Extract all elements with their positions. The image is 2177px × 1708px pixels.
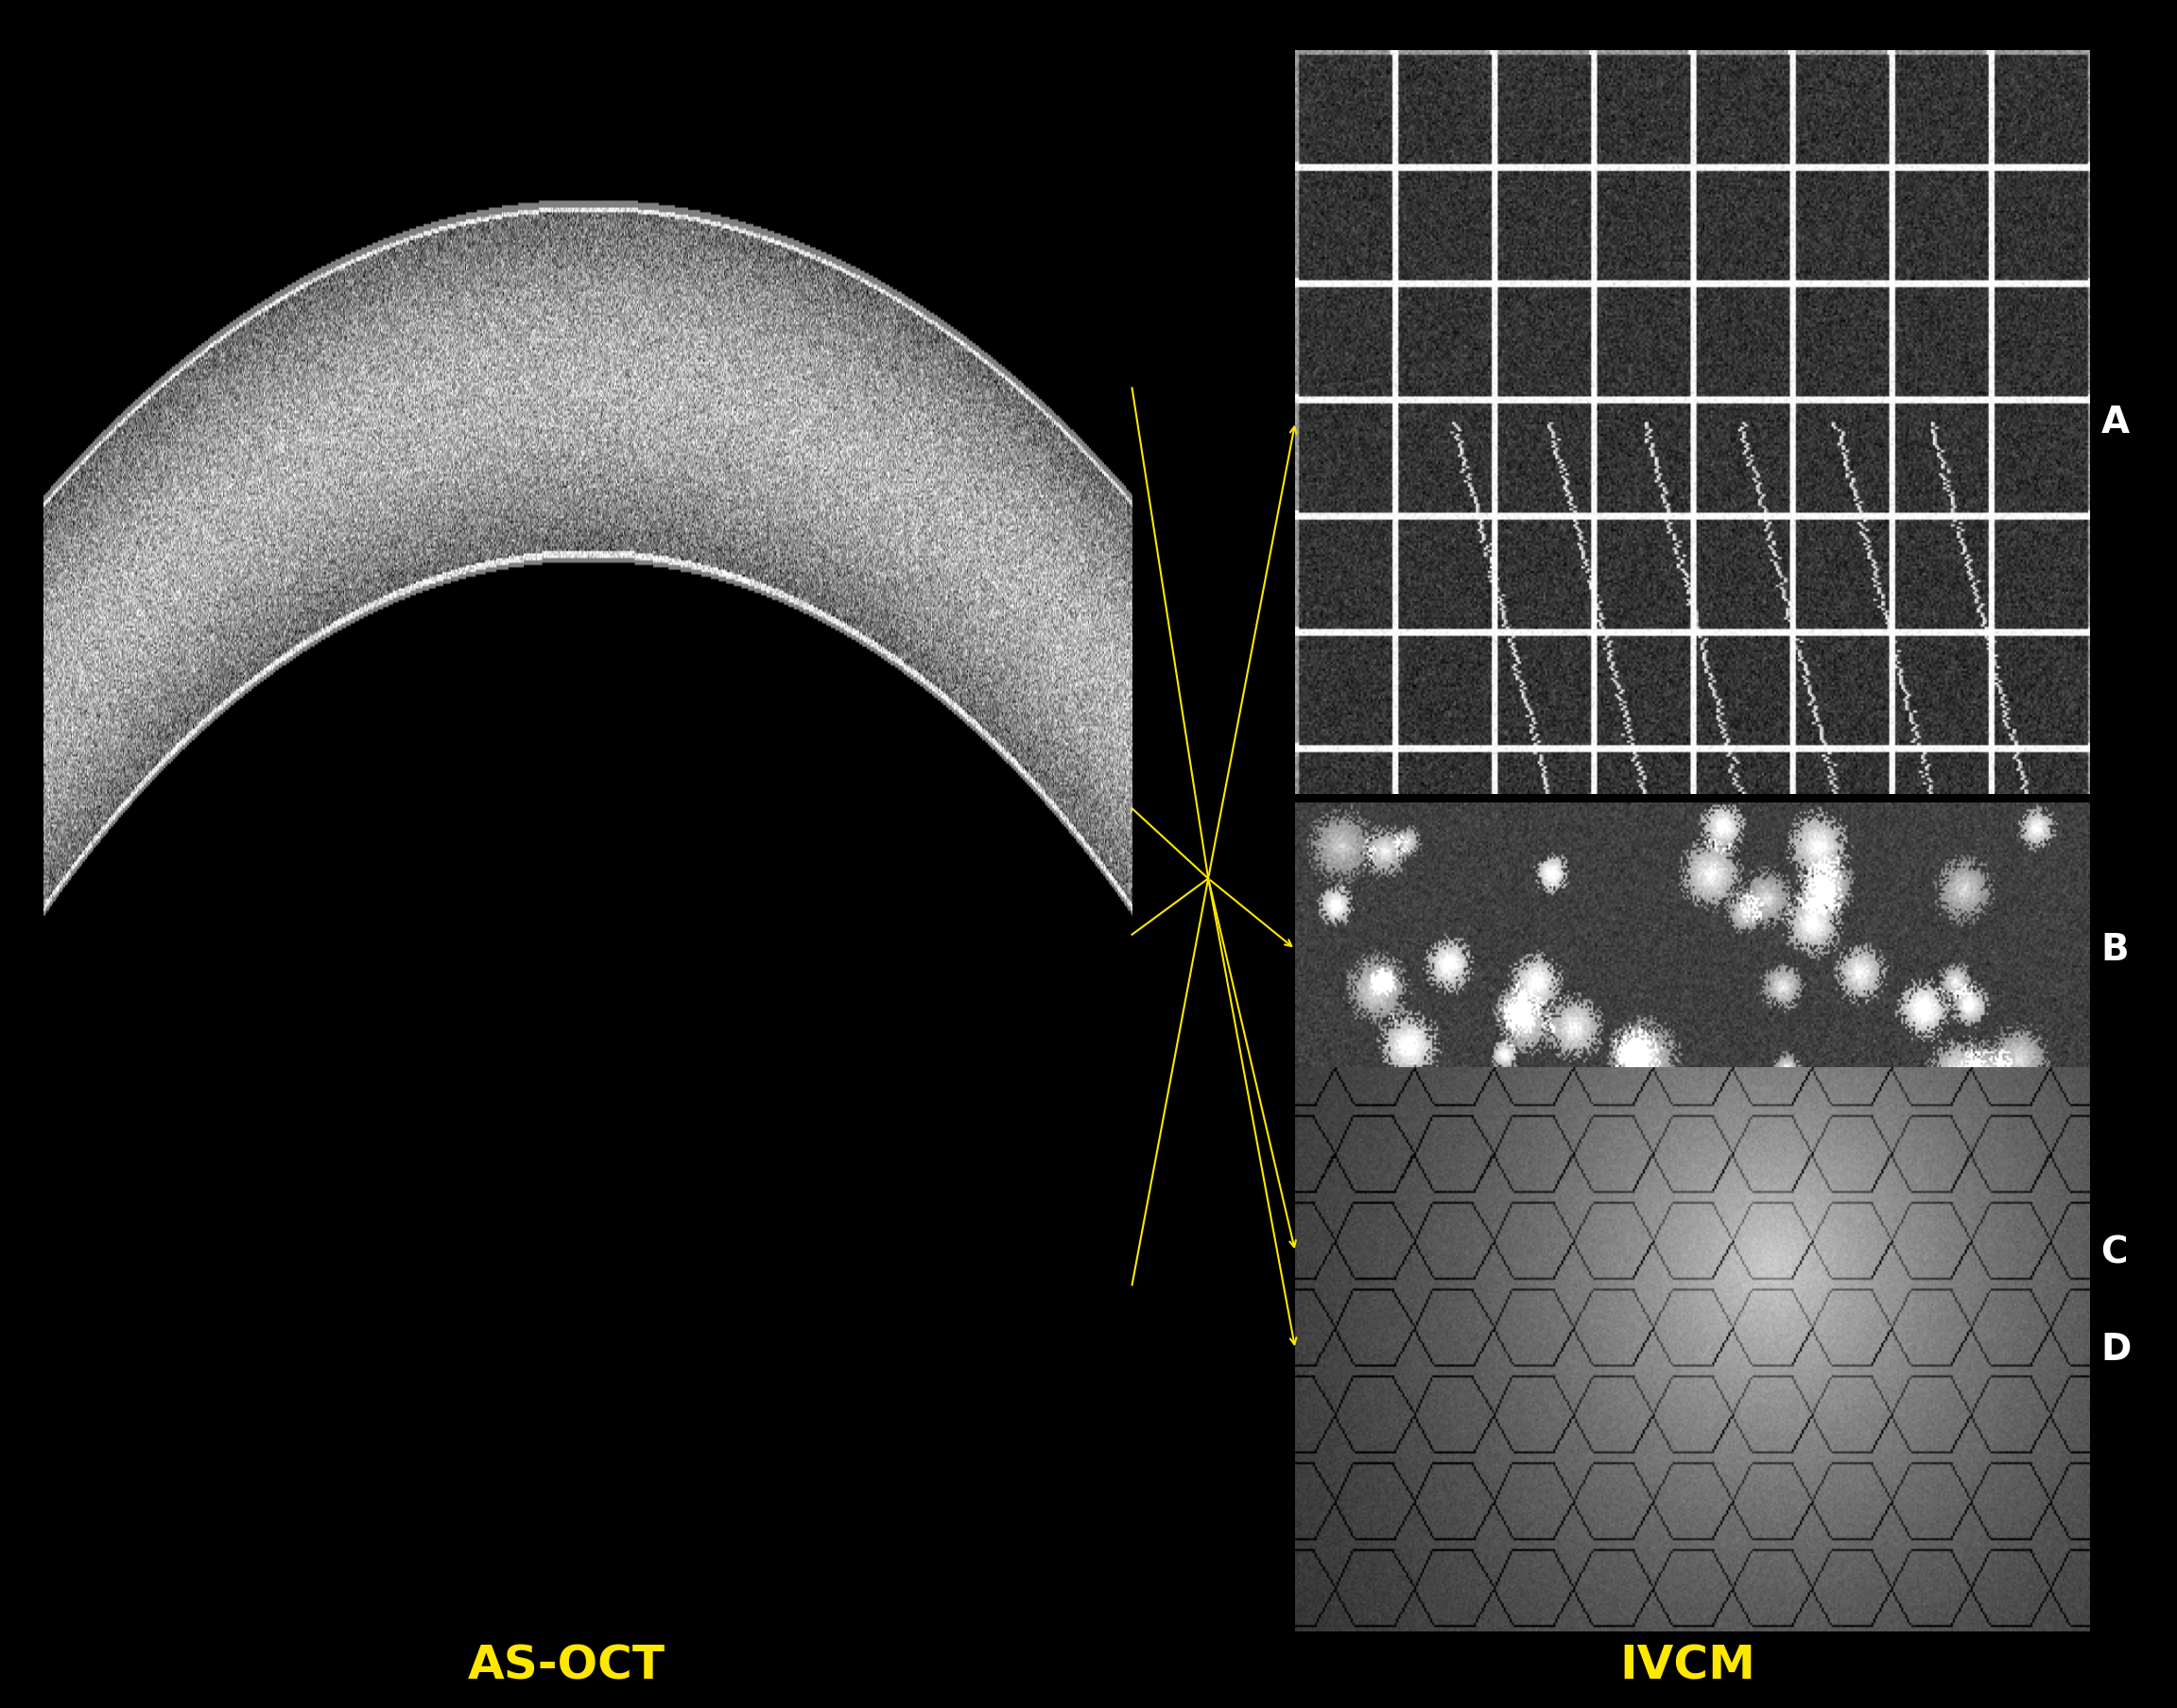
Text: D: D	[2101, 1331, 2131, 1368]
Text: A: A	[2101, 405, 2129, 441]
Text: B: B	[2101, 931, 2129, 968]
Text: C: C	[2101, 1233, 2127, 1271]
Text: AS-OCT: AS-OCT	[468, 1643, 664, 1688]
Text: IVCM: IVCM	[1620, 1643, 1755, 1688]
